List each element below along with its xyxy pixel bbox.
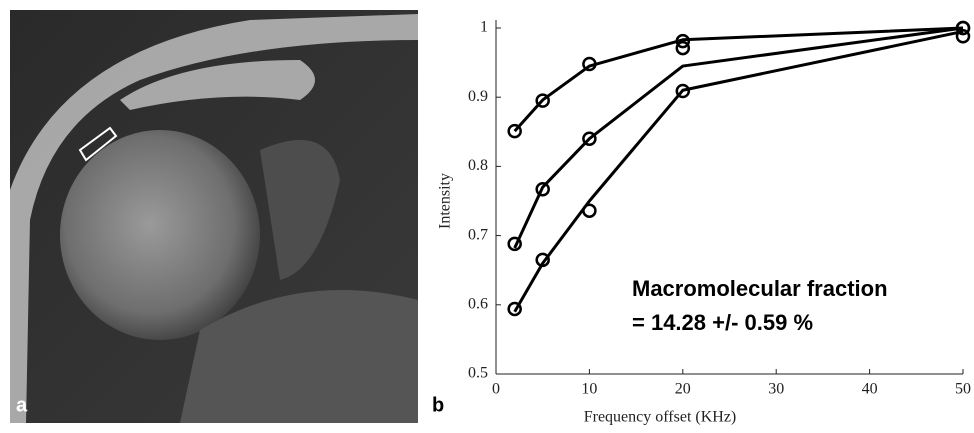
y-tick-label: 1	[480, 19, 488, 36]
fit-line	[513, 26, 964, 249]
x-axis-label: Frequency offset (KHz)	[584, 409, 737, 426]
data-point	[582, 56, 597, 72]
y-tick-label: 0.6	[468, 295, 488, 312]
y-tick-label: 0.5	[468, 365, 488, 382]
y-axis-label: Intensity	[437, 173, 454, 229]
fit-line	[513, 29, 964, 313]
x-tick-label: 20	[675, 381, 691, 398]
y-tick-label: 0.8	[468, 157, 488, 174]
data-point	[582, 131, 597, 146]
x-tick-label: 10	[581, 381, 597, 398]
data-point	[675, 40, 691, 56]
data-point	[582, 203, 597, 218]
panel-label: b	[432, 394, 444, 416]
x-tick-label: 40	[862, 381, 878, 398]
x-tick-label: 30	[768, 381, 784, 398]
mri-image: a	[10, 10, 418, 423]
annotation: Macromolecular fraction	[632, 276, 888, 301]
data-point	[675, 83, 691, 99]
x-tick-label: 50	[955, 381, 971, 398]
data-point	[955, 29, 971, 44]
data-point	[535, 181, 550, 197]
data-point	[507, 301, 522, 317]
data-point	[675, 33, 691, 49]
fit-line	[513, 26, 964, 133]
data-point	[507, 236, 522, 252]
y-tick-label: 0.7	[468, 226, 488, 243]
data-point	[535, 93, 550, 108]
data-point	[955, 20, 971, 36]
annotation: = 14.28 +/- 0.59 %	[632, 310, 813, 335]
data-point	[535, 252, 550, 268]
x-tick-label: 0	[492, 381, 500, 398]
panel-label: a	[16, 394, 28, 416]
data-point	[507, 123, 522, 139]
y-tick-label: 0.9	[468, 88, 488, 105]
